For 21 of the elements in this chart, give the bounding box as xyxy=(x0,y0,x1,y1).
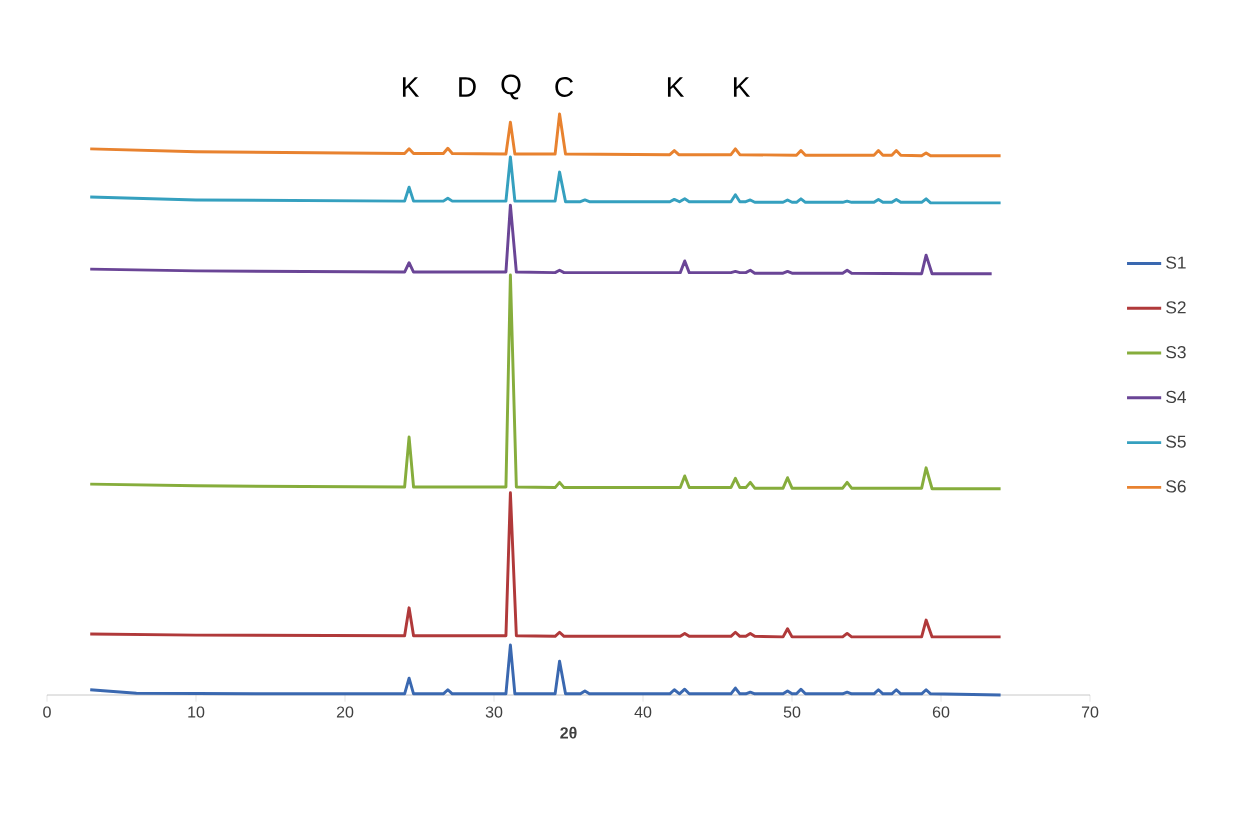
x-tick-label: 0 xyxy=(43,706,51,718)
x-tick-label: 10 xyxy=(188,706,205,718)
legend-label: S4 xyxy=(1166,390,1187,404)
x-tick-label: 20 xyxy=(336,706,354,718)
text: D xyxy=(459,77,476,97)
legend-label: S2 xyxy=(1166,301,1186,314)
x-tick-label: 60 xyxy=(932,706,950,718)
x-tick-label: 40 xyxy=(634,706,652,718)
text: K xyxy=(402,77,420,97)
x-axis-title: 2θ xyxy=(560,726,577,739)
legend-label: S6 xyxy=(1166,480,1186,493)
text: K xyxy=(733,77,751,97)
x-tick-label: 50 xyxy=(783,706,801,718)
x-tick-label: 30 xyxy=(485,706,503,718)
legend-label: S3 xyxy=(1166,346,1186,359)
legend-label: S1 xyxy=(1166,256,1186,269)
text: K xyxy=(667,77,685,97)
text: Q xyxy=(501,74,521,100)
text: C xyxy=(555,77,574,97)
x-tick-label: 70 xyxy=(1081,706,1099,718)
legend-label: S5 xyxy=(1166,435,1186,448)
